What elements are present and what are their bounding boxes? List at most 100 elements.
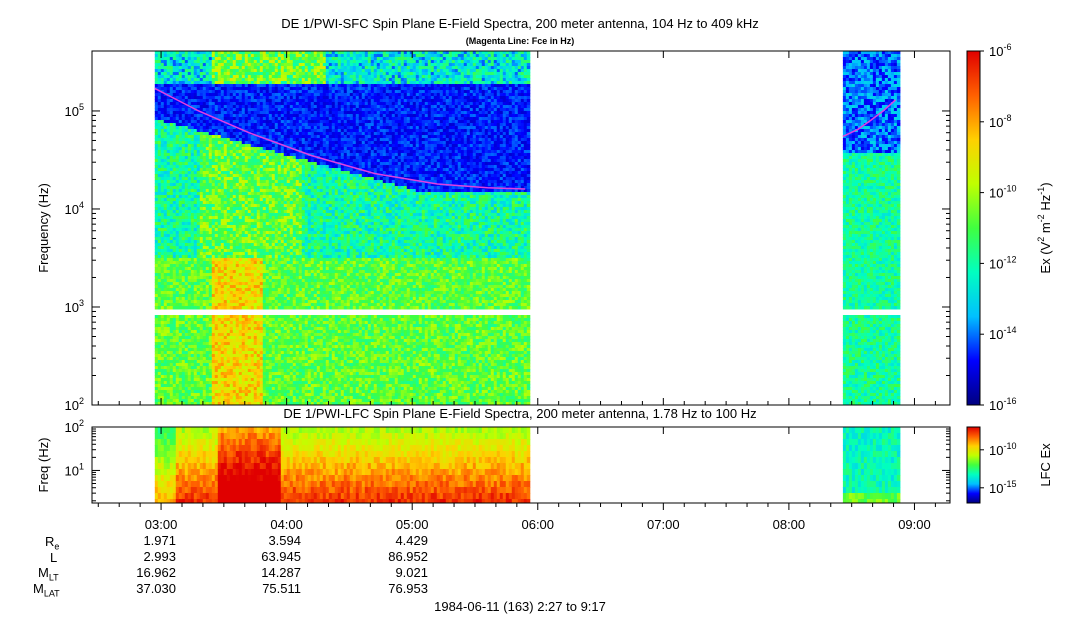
sfc-heat-cell — [202, 120, 207, 124]
sfc-heat-cell — [190, 105, 195, 109]
sfc-heat-cell — [250, 168, 255, 172]
sfc-heat-cell — [211, 171, 216, 175]
sfc-heat-cell — [220, 270, 225, 274]
sfc-heat-cell — [226, 282, 231, 286]
sfc-heat-cell — [154, 90, 159, 94]
sfc-heat-cell — [160, 135, 165, 139]
sfc-heat-cell — [274, 162, 279, 166]
sfc-heat-cell — [181, 372, 186, 376]
sfc-heat-cell — [265, 210, 270, 214]
sfc-heat-cell — [190, 195, 195, 199]
sfc-heat-cell — [256, 132, 261, 136]
sfc-heat-cell — [253, 213, 258, 217]
sfc-heat-cell — [271, 174, 276, 178]
sfc-heat-cell — [274, 192, 279, 196]
sfc-heat-cell — [241, 384, 246, 388]
sfc-heat-cell — [256, 231, 261, 235]
sfc-heat-cell — [184, 186, 189, 190]
sfc-heat-cell — [157, 354, 162, 358]
sfc-heat-cell — [235, 237, 240, 241]
sfc-heat-cell — [256, 399, 261, 403]
sfc-heat-cell — [232, 66, 237, 70]
sfc-heat-cell — [229, 297, 234, 301]
sfc-heat-cell — [154, 378, 159, 382]
sfc-heat-cell — [211, 237, 216, 241]
sfc-heat-cell — [199, 135, 204, 139]
sfc-heat-cell — [199, 225, 204, 229]
sfc-heat-cell — [184, 285, 189, 289]
sfc-heat-cell — [211, 225, 216, 229]
sfc-heat-cell — [256, 99, 261, 103]
sfc-heat-cell — [262, 321, 267, 325]
sfc-heat-cell — [202, 207, 207, 211]
sfc-heat-cell — [220, 198, 225, 202]
sfc-heat-cell — [154, 255, 159, 259]
sfc-heat-cell — [235, 351, 240, 355]
sfc-heat-cell — [250, 93, 255, 97]
sfc-heat-cell — [184, 300, 189, 304]
sfc-heat-cell — [235, 63, 240, 67]
sfc-heat-cell — [181, 300, 186, 304]
sfc-heat-cell — [208, 276, 213, 280]
sfc-heat-cell — [154, 333, 159, 337]
sfc-heat-cell — [178, 72, 183, 76]
sfc-heat-cell — [196, 249, 201, 253]
sfc-heat-cell — [190, 306, 195, 310]
sfc-heat-cell — [196, 270, 201, 274]
sfc-heat-cell — [250, 399, 255, 403]
sfc-heat-cell — [277, 381, 282, 385]
sfc-heat-cell — [154, 147, 159, 151]
sfc-heat-cell — [169, 174, 174, 178]
sfc-heat-cell — [214, 108, 219, 112]
sfc-heat-cell — [154, 282, 159, 286]
sfc-heat-cell — [256, 306, 261, 310]
sfc-heat-cell — [175, 252, 180, 256]
sfc-heat-cell — [172, 141, 177, 145]
sfc-heat-cell — [220, 174, 225, 178]
sfc-heat-cell — [265, 231, 270, 235]
sfc-heat-cell — [235, 108, 240, 112]
sfc-heat-cell — [181, 141, 186, 145]
sfc-heat-cell — [160, 144, 165, 148]
sfc-heat-cell — [271, 84, 276, 88]
sfc-heat-cell — [190, 282, 195, 286]
sfc-heat-cell — [280, 63, 285, 67]
sfc-heat-cell — [214, 159, 219, 163]
sfc-heat-cell — [154, 201, 159, 205]
sfc-heat-cell — [259, 150, 264, 154]
sfc-heat-cell — [262, 189, 267, 193]
sfc-heat-cell — [205, 123, 210, 127]
sfc-heat-cell — [229, 78, 234, 82]
sfc-heat-cell — [238, 210, 243, 214]
sfc-heat-cell — [175, 102, 180, 106]
sfc-heat-cell — [157, 297, 162, 301]
sfc-heat-cell — [217, 384, 222, 388]
sfc-heat-cell — [256, 201, 261, 205]
sfc-heat-cell — [256, 282, 261, 286]
sfc-heat-cell — [241, 216, 246, 220]
sfc-heat-cell — [229, 360, 234, 364]
sfc-heat-cell — [169, 57, 174, 61]
sfc-heat-cell — [280, 276, 285, 280]
sfc-heat-cell — [229, 162, 234, 166]
sfc-heat-cell — [205, 66, 210, 70]
sfc-heat-cell — [205, 330, 210, 334]
sfc-heat-cell — [163, 117, 168, 121]
sfc-heat-cell — [253, 114, 258, 118]
sfc-heat-cell — [223, 144, 228, 148]
sfc-heat-cell — [166, 345, 171, 349]
sfc-heat-cell — [280, 345, 285, 349]
sfc-heat-cell — [199, 168, 204, 172]
sfc-heat-cell — [244, 156, 249, 160]
sfc-heat-cell — [280, 120, 285, 124]
sfc-heat-cell — [259, 363, 264, 367]
sfc-heat-cell — [232, 324, 237, 328]
sfc-heat-cell — [169, 147, 174, 151]
sfc-heat-cell — [208, 69, 213, 73]
sfc-heat-cell — [235, 207, 240, 211]
sfc-heat-cell — [166, 354, 171, 358]
sfc-heat-cell — [172, 123, 177, 127]
sfc-heat-cell — [184, 315, 189, 319]
sfc-heat-cell — [220, 195, 225, 199]
sfc-heat-cell — [196, 51, 201, 55]
